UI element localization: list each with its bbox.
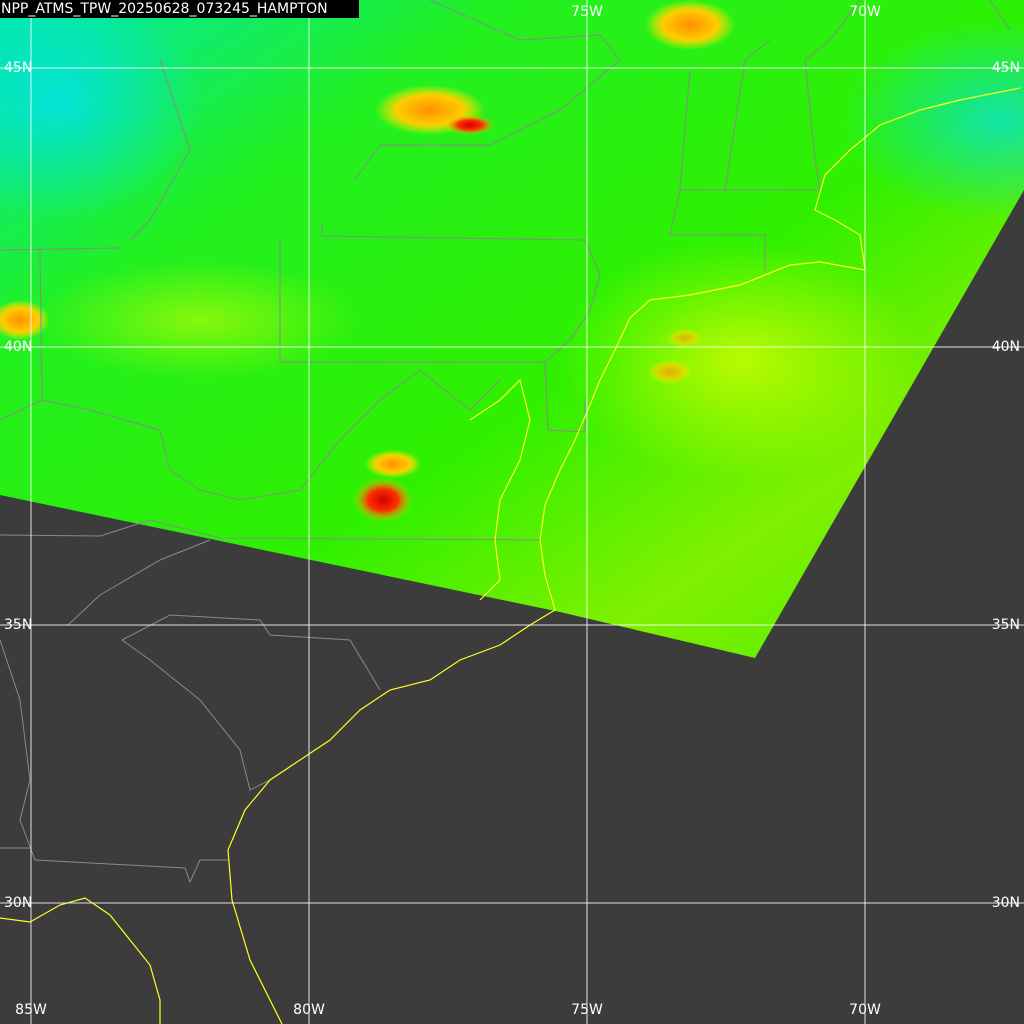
coastline [0, 87, 1021, 1024]
bottom-lon-label: 75W [571, 1002, 603, 1018]
left-lat-label: 30N [4, 895, 32, 911]
state-borders [0, 0, 1011, 884]
right-lat-label: 35N [992, 617, 1020, 633]
right-lat-label: 40N [992, 339, 1020, 355]
left-lat-label: 45N [4, 60, 32, 76]
top-lon-label: 70W [849, 4, 881, 20]
left-lat-label: 40N [4, 339, 32, 355]
top-lon-label: 75W [571, 4, 603, 20]
title-bg [0, 0, 359, 18]
bottom-lon-label: 70W [849, 1002, 881, 1018]
left-lat-label: 35N [4, 617, 32, 633]
bottom-lon-label: 85W [15, 1002, 47, 1018]
bottom-lon-label: 80W [293, 1002, 325, 1018]
right-lat-label: 30N [992, 895, 1020, 911]
right-lat-label: 45N [992, 60, 1020, 76]
product-title: NPP_ATMS_TPW_20250628_073245_HAMPTON [1, 1, 328, 17]
